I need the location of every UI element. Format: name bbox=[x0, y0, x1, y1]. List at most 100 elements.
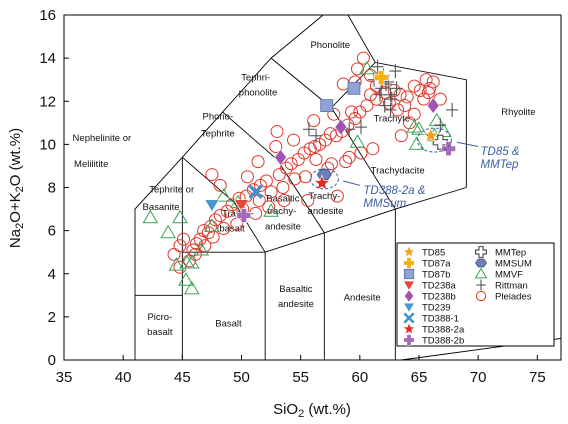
field-boundary-line bbox=[134, 14, 324, 360]
legend-entry: TD388-1 bbox=[403, 312, 459, 325]
annotation-label: TD388-2a & MMSum bbox=[363, 185, 425, 210]
legend-entry: TD388-2a bbox=[402, 321, 465, 336]
data-point bbox=[316, 168, 332, 181]
legend-label: Rittman bbox=[495, 281, 528, 292]
legend-label: MMSUM bbox=[495, 259, 532, 270]
field-label: Andesite bbox=[344, 292, 381, 303]
data-point bbox=[327, 107, 341, 121]
field-label: Trachy- bbox=[308, 191, 340, 202]
data-point bbox=[406, 119, 423, 133]
field-label: Basalt bbox=[215, 318, 242, 329]
data-point bbox=[198, 239, 212, 253]
data-point bbox=[220, 204, 234, 218]
data-point bbox=[324, 157, 338, 171]
highlight-ellipse bbox=[309, 168, 339, 190]
plot-frame bbox=[63, 14, 562, 361]
legend-label: MMTep bbox=[495, 248, 526, 259]
legend-marker bbox=[403, 268, 415, 280]
series-mmsum bbox=[316, 168, 332, 181]
data-point bbox=[366, 142, 380, 156]
data-point bbox=[197, 224, 211, 238]
data-point bbox=[441, 141, 456, 156]
annotation-label: TD85 & MMTep bbox=[481, 146, 520, 171]
field-label: Picro- bbox=[147, 312, 172, 323]
y-axis-title: Na2O+K2O (wt.%) bbox=[7, 128, 26, 248]
data-point bbox=[178, 272, 194, 286]
data-point bbox=[193, 242, 210, 256]
y-tick-label: 12 bbox=[39, 93, 56, 110]
data-point bbox=[301, 193, 315, 207]
legend-entry: MMSUM bbox=[475, 258, 532, 270]
data-point bbox=[287, 133, 301, 147]
data-point bbox=[215, 188, 232, 202]
x-tick-label: 35 bbox=[56, 369, 73, 386]
data-point bbox=[398, 99, 412, 113]
legend-marker bbox=[403, 280, 415, 292]
data-point bbox=[240, 170, 254, 184]
data-point bbox=[353, 105, 367, 119]
data-point bbox=[359, 60, 375, 75]
field-label: Phonolite bbox=[310, 40, 350, 51]
legend-marker bbox=[403, 302, 415, 314]
field-label: andesite bbox=[308, 206, 344, 217]
field-boundary-line bbox=[347, 14, 376, 63]
legend-marker bbox=[403, 312, 415, 324]
legend-label: MMVF bbox=[495, 270, 523, 281]
data-point bbox=[276, 181, 290, 194]
data-point bbox=[348, 112, 362, 125]
legend-label: TD239 bbox=[422, 303, 451, 314]
legend-marker bbox=[403, 257, 415, 269]
legend-entry: TD87b bbox=[403, 268, 451, 281]
x-tick-label: 40 bbox=[115, 369, 132, 386]
series-td388-1 bbox=[248, 184, 263, 199]
field-label: Rhyolite bbox=[501, 107, 535, 118]
legend-marker bbox=[475, 258, 487, 268]
data-point bbox=[160, 224, 177, 239]
y-tick-label: 2 bbox=[48, 309, 56, 326]
field-label: Nephelinite or bbox=[73, 133, 132, 144]
data-point bbox=[172, 209, 188, 224]
data-point bbox=[342, 150, 356, 164]
y-tick-label: 8 bbox=[48, 180, 56, 197]
data-point bbox=[279, 161, 293, 175]
field-labels: Phonolite Tephri-phonolite Phono- Tephrite N… bbox=[73, 40, 536, 338]
x-tick-labels: 35 40 45 50 55 60 65 70 75 bbox=[56, 369, 546, 386]
data-point bbox=[233, 199, 250, 213]
legend: TD85TD87aTD87bTD238aTD238bTD239TD388-1TD… bbox=[396, 242, 555, 347]
annotations: TD85 & MMTep TD388-2a & MMSum bbox=[309, 127, 520, 210]
x-tick-label: 50 bbox=[233, 369, 250, 386]
annotation-arrow bbox=[343, 180, 360, 186]
x-axis-title: SiO2 (wt.%) bbox=[273, 401, 351, 420]
data-point bbox=[419, 73, 433, 87]
series-pleiades bbox=[167, 51, 447, 274]
data-point bbox=[270, 124, 284, 138]
field-label: Trachyte bbox=[373, 114, 410, 125]
legend-marker bbox=[402, 321, 416, 335]
data-point bbox=[142, 209, 159, 224]
data-point bbox=[190, 237, 204, 251]
x-tick-label: 70 bbox=[470, 369, 487, 386]
y-tick-labels: 0 2 4 6 8 10 12 14 16 bbox=[39, 7, 56, 369]
data-point bbox=[408, 136, 425, 150]
y-tick-label: 0 bbox=[48, 352, 56, 369]
data-point bbox=[417, 92, 431, 106]
data-point bbox=[307, 114, 321, 128]
legend-marker bbox=[475, 290, 487, 302]
field-label: Tephrite or bbox=[149, 185, 194, 196]
data-point bbox=[269, 140, 283, 154]
legend-entry: MMVF bbox=[474, 267, 523, 281]
data-point bbox=[345, 105, 359, 119]
legend-entry: TD85 bbox=[402, 244, 445, 259]
legend-label: TD238a bbox=[422, 281, 457, 292]
field-label: basalt bbox=[147, 327, 173, 338]
data-point bbox=[179, 254, 195, 269]
data-point bbox=[213, 209, 227, 223]
series-td388-2b bbox=[236, 141, 456, 223]
data-point bbox=[263, 203, 279, 217]
legend-label: Pleiades bbox=[495, 292, 532, 303]
data-point bbox=[204, 218, 220, 232]
legend-box bbox=[396, 242, 555, 347]
legend-marker bbox=[403, 334, 415, 346]
